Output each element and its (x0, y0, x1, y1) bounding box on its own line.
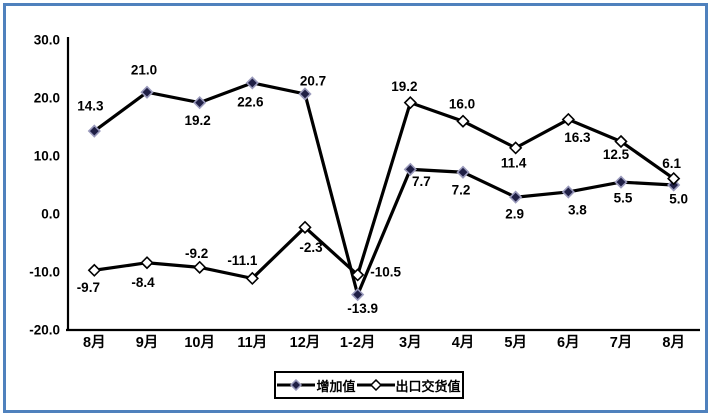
open-diamond-marker (245, 271, 259, 286)
filled-diamond-marker (614, 175, 628, 189)
x-axis-category-label: 8月 (83, 334, 106, 351)
open-diamond-marker (667, 171, 681, 186)
y-axis-tick-label: 30.0 (34, 33, 60, 48)
x-axis-category-label: 10月 (184, 334, 215, 351)
x-axis-category-label: 1-2月 (340, 334, 375, 351)
x-axis-category-label: 11月 (237, 334, 267, 351)
x-axis-category-label: 4月 (452, 334, 475, 351)
open-diamond-marker (193, 260, 207, 274)
y-axis-tick-label: -20.0 (29, 323, 60, 338)
data-label: 11.4 (501, 155, 527, 170)
data-label: -9.2 (185, 246, 208, 261)
filled-diamond-marker (403, 162, 417, 176)
open-diamond-marker (509, 141, 523, 155)
data-label: 16.3 (564, 130, 591, 145)
filled-diamond-marker (140, 85, 154, 99)
y-axis-tick-label: -10.0 (29, 265, 60, 280)
x-axis-category-label: 8月 (662, 334, 685, 351)
y-axis-tick-label: 10.0 (34, 149, 60, 164)
data-label: 2.9 (505, 207, 524, 222)
legend-marker-export-delivery-icon (356, 379, 395, 391)
data-label: 7.2 (452, 183, 471, 198)
filled-diamond-marker (87, 124, 101, 138)
data-label: -13.9 (347, 301, 378, 316)
open-diamond-marker (87, 263, 101, 277)
filled-diamond-marker (245, 76, 259, 90)
y-axis-tick-label: 20.0 (34, 91, 60, 106)
data-label: 22.6 (237, 94, 264, 109)
data-label: 7.7 (412, 174, 431, 189)
filled-diamond-marker (298, 87, 312, 101)
filled-diamond-marker (561, 185, 575, 199)
data-label: 19.2 (185, 113, 211, 128)
chart-frame-border (3, 3, 708, 413)
legend-marker-increase-value-icon (277, 379, 316, 391)
data-label: 21.0 (131, 63, 157, 78)
data-label: 20.7 (300, 73, 326, 88)
data-label: -8.4 (131, 275, 155, 290)
x-axis-category-label: 3月 (399, 334, 422, 351)
series-line-1 (94, 100, 675, 281)
open-diamond-marker (456, 114, 470, 128)
data-label: 14.3 (77, 99, 104, 114)
data-label: 12.5 (603, 147, 630, 162)
data-label: -11.1 (227, 253, 258, 268)
filled-diamond-marker (509, 190, 523, 204)
open-diamond-marker (298, 220, 312, 234)
x-axis-category-label: 7月 (610, 334, 633, 351)
filled-diamond-marker (456, 165, 470, 179)
data-label: 3.8 (568, 202, 587, 217)
legend: 增加值 出口交货值 (274, 371, 464, 399)
open-diamond-marker (614, 134, 628, 149)
x-axis-category-label: 9月 (136, 334, 159, 351)
open-diamond-marker (351, 268, 365, 282)
data-label: -2.3 (299, 240, 323, 255)
open-diamond-marker (561, 112, 575, 127)
data-label: 5.5 (614, 191, 633, 206)
filled-diamond-marker (351, 287, 365, 302)
series-line-0 (93, 81, 674, 300)
data-label: 5.0 (669, 192, 688, 207)
data-label: 16.0 (449, 97, 475, 112)
data-label: -10.5 (370, 264, 401, 279)
open-diamond-marker (140, 256, 154, 270)
data-label: 19.2 (391, 79, 417, 94)
x-axis-category-label: 5月 (504, 334, 527, 351)
legend-label-export-delivery: 出口交货值 (395, 378, 461, 394)
x-axis-category-label: 12月 (290, 334, 321, 351)
axis-lines (66, 37, 700, 332)
y-axis-tick-label: 0.0 (41, 207, 60, 222)
filled-diamond-marker (193, 96, 207, 110)
open-diamond-marker (403, 96, 417, 110)
data-label: 6.1 (662, 156, 681, 171)
data-label: -9.7 (77, 280, 100, 295)
x-axis-category-label: 6月 (557, 334, 580, 351)
legend-label-increase-value: 增加值 (316, 378, 356, 394)
